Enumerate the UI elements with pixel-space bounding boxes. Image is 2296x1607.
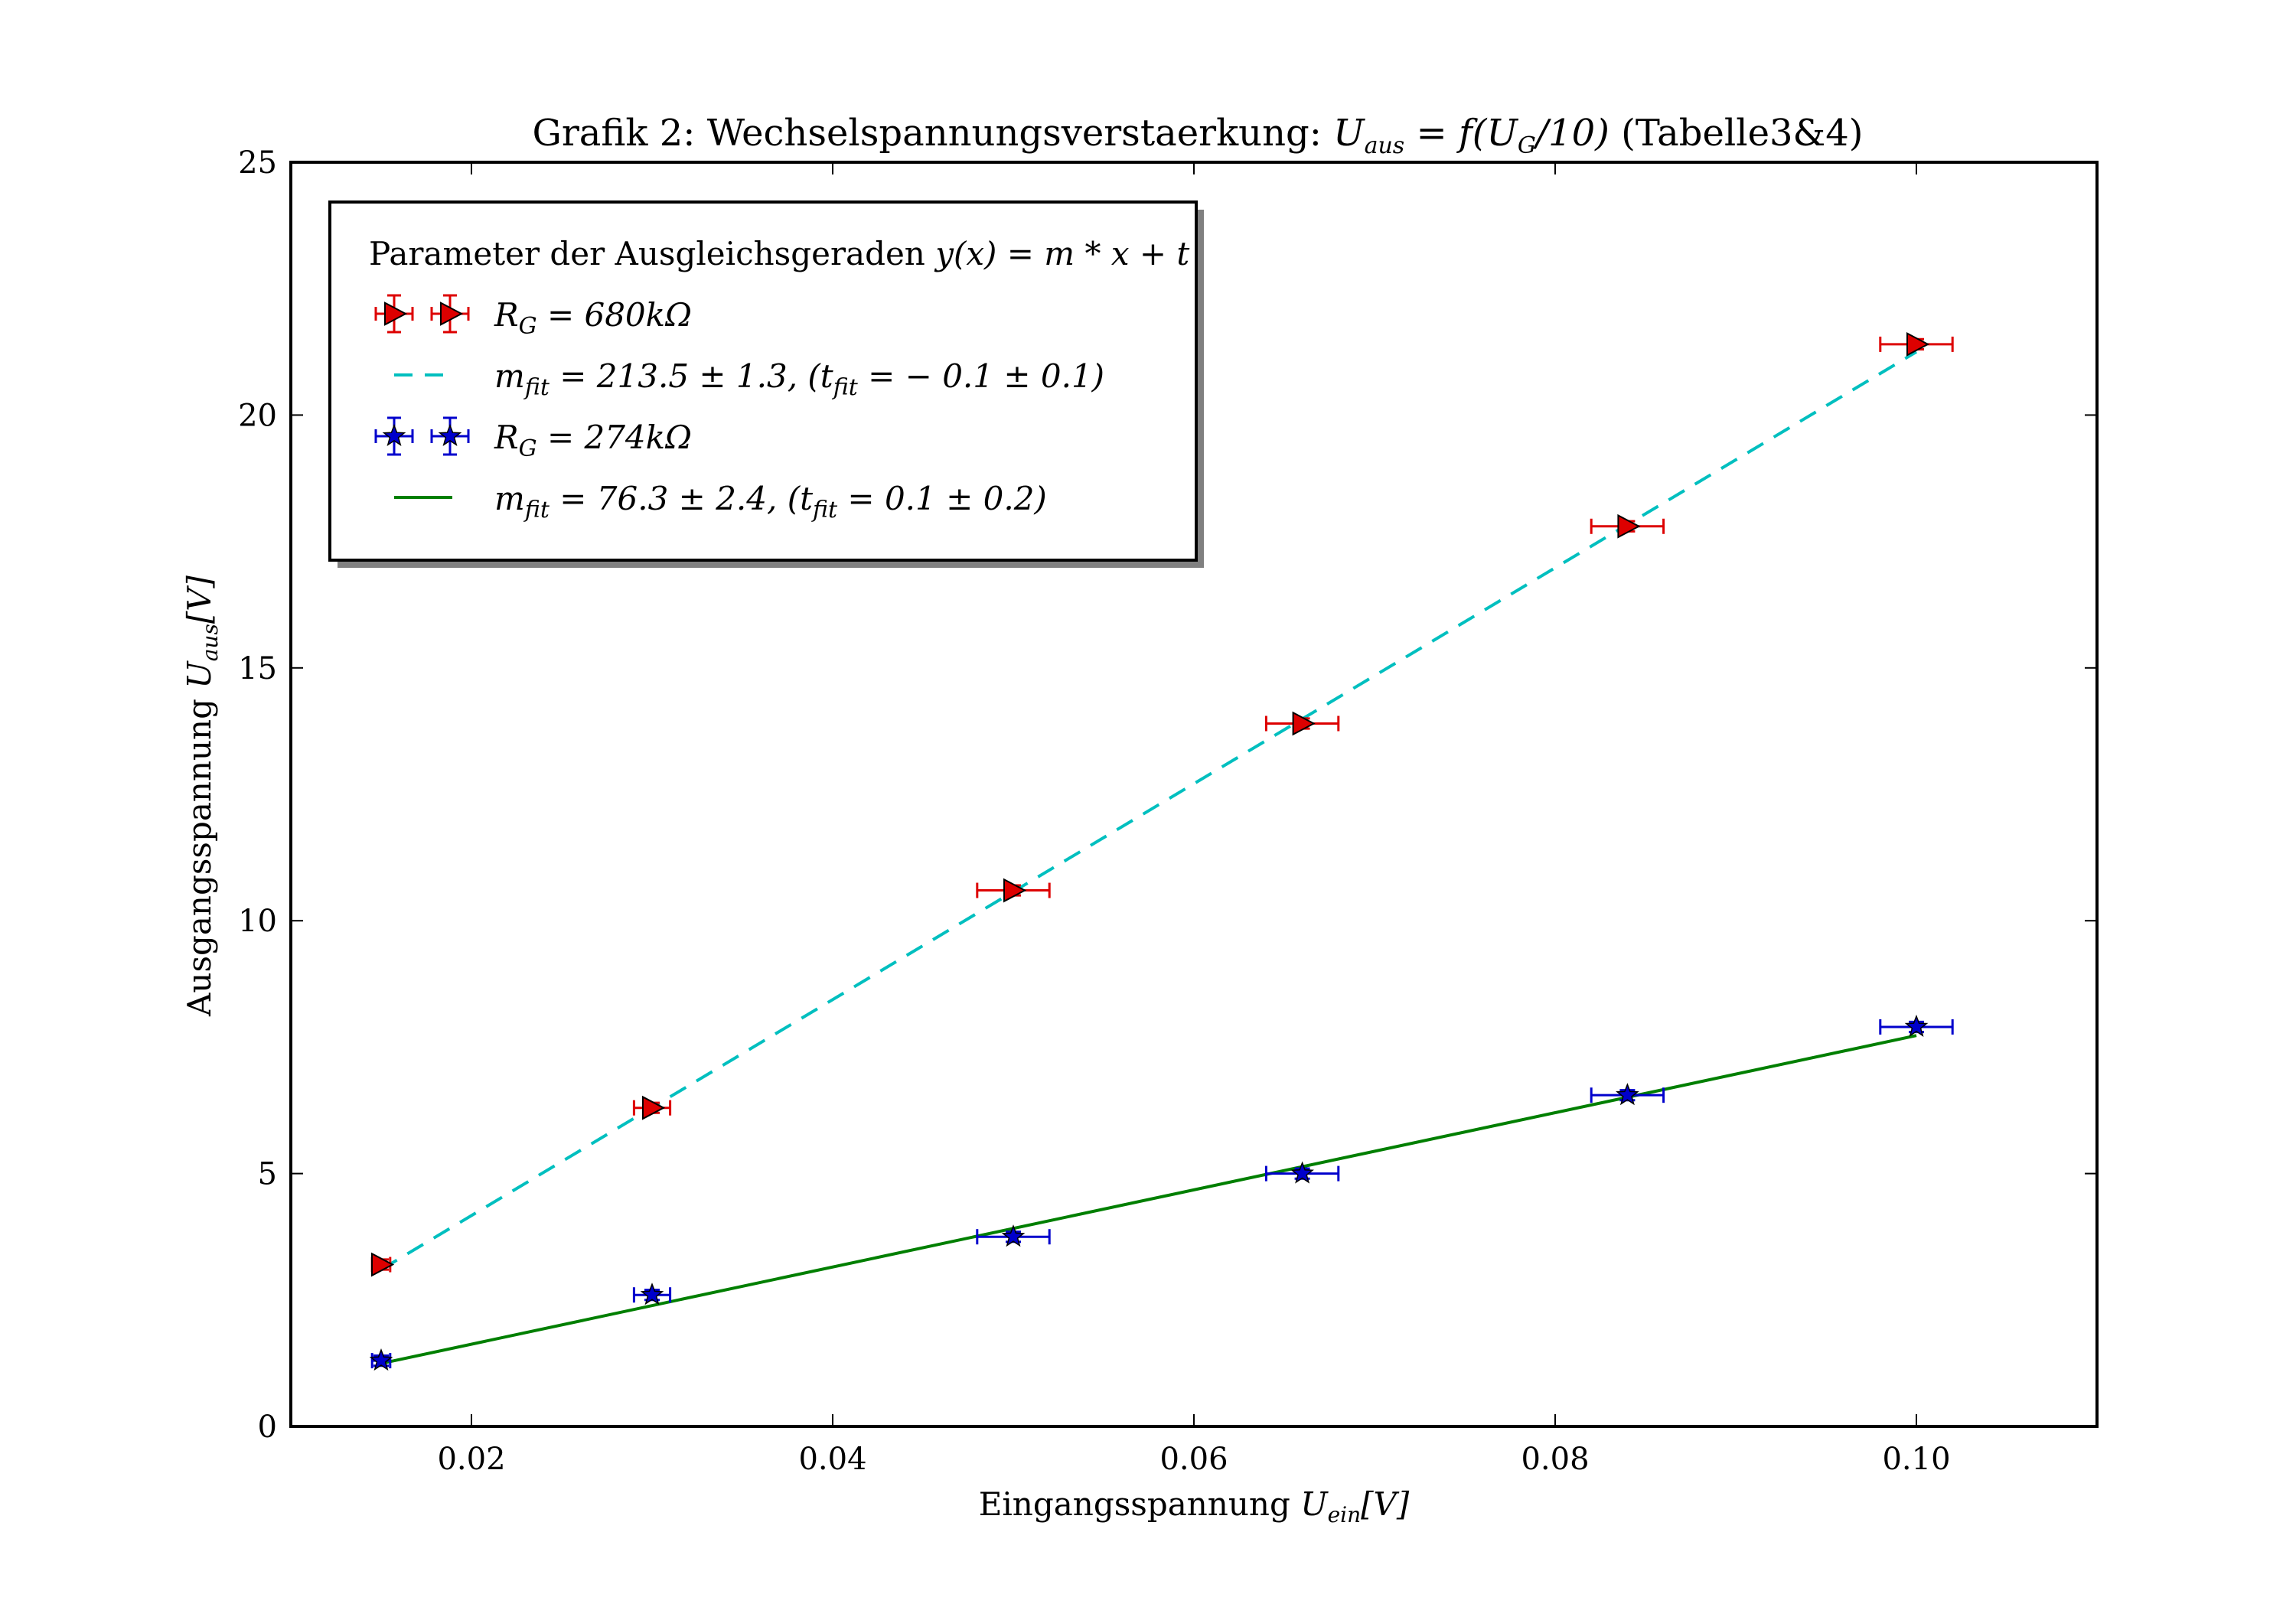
legend-marker-1 xyxy=(382,423,406,447)
legend-title: Parameter der Ausgleichsgeraden y(x) = m… xyxy=(369,235,1189,272)
data-markers xyxy=(369,331,1930,1371)
data-point-s1-p2 xyxy=(642,1095,666,1120)
legend-entry-3: RG = 274kΩ xyxy=(374,416,692,462)
y-tick-label: 10 xyxy=(238,904,277,939)
data-point-s2-p2 xyxy=(640,1283,664,1305)
y-tick-label: 15 xyxy=(238,651,277,686)
data-point-s1-p4 xyxy=(1292,711,1316,736)
x-tick-label: 0.02 xyxy=(437,1442,505,1477)
data-point-s1-p3 xyxy=(1003,878,1027,903)
fit-line-1 xyxy=(380,350,1918,1271)
chart-title: Grafik 2: Wechselspannungsverstaerkung: … xyxy=(532,112,1863,159)
axis-ticks: 0.02 0.04 0.06 0.08 0.10 0 5 10 15 20 25 xyxy=(238,145,2097,1477)
y-tick-label: 25 xyxy=(238,145,277,181)
legend-entry-1: RG = 680kΩ xyxy=(374,294,692,340)
legend-label: mfit = 213.5 ± 1.3, (tfit = − 0.1 ± 0.1) xyxy=(494,357,1104,401)
x-axis-label: Eingangsspannung Uein[V] xyxy=(979,1485,1410,1527)
data-point-s1-p6 xyxy=(1906,331,1930,357)
data-point-s2-p5 xyxy=(1616,1083,1639,1106)
legend-marker-2 xyxy=(438,423,462,447)
x-tick-label: 0.04 xyxy=(798,1442,866,1477)
fit-lines xyxy=(380,350,1918,1365)
legend-label: RG = 274kΩ xyxy=(494,419,692,462)
y-tick-label: 0 xyxy=(258,1410,277,1445)
legend-label: mfit = 76.3 ± 2.4, (tfit = 0.1 ± 0.2) xyxy=(494,480,1047,523)
x-tick-label: 0.10 xyxy=(1882,1442,1950,1477)
data-point-s1-p5 xyxy=(1617,513,1641,539)
legend-box xyxy=(328,200,1198,562)
data-point-s1-p1 xyxy=(371,1252,395,1277)
legend: Parameter der Ausgleichsgeraden y(x) = m… xyxy=(328,200,1204,568)
legend-marker-1 xyxy=(384,302,408,326)
data-point-s2-p1 xyxy=(369,1348,393,1371)
y-axis-label: Ausgangsspannung Uaus[V] xyxy=(181,575,223,1016)
data-point-s2-p3 xyxy=(1001,1224,1026,1247)
x-tick-label: 0.08 xyxy=(1521,1442,1589,1477)
x-tick-label: 0.06 xyxy=(1159,1442,1228,1477)
legend-items: RG = 680kΩ mfit = 213.5 ± 1.3, (tfit = − … xyxy=(374,294,1104,523)
legend-entry-4: mfit = 76.3 ± 2.4, (tfit = 0.1 ± 0.2) xyxy=(394,480,1047,523)
legend-label: RG = 680kΩ xyxy=(494,296,692,340)
legend-entry-2: mfit = 213.5 ± 1.3, (tfit = − 0.1 ± 0.1) xyxy=(394,357,1104,401)
y-tick-label: 20 xyxy=(238,398,277,433)
data-point-s2-p6 xyxy=(1904,1014,1929,1038)
data-point-s2-p4 xyxy=(1290,1161,1314,1184)
y-tick-label: 5 xyxy=(258,1157,277,1192)
legend-marker-2 xyxy=(440,302,464,326)
fit-line-2 xyxy=(380,1034,1917,1365)
